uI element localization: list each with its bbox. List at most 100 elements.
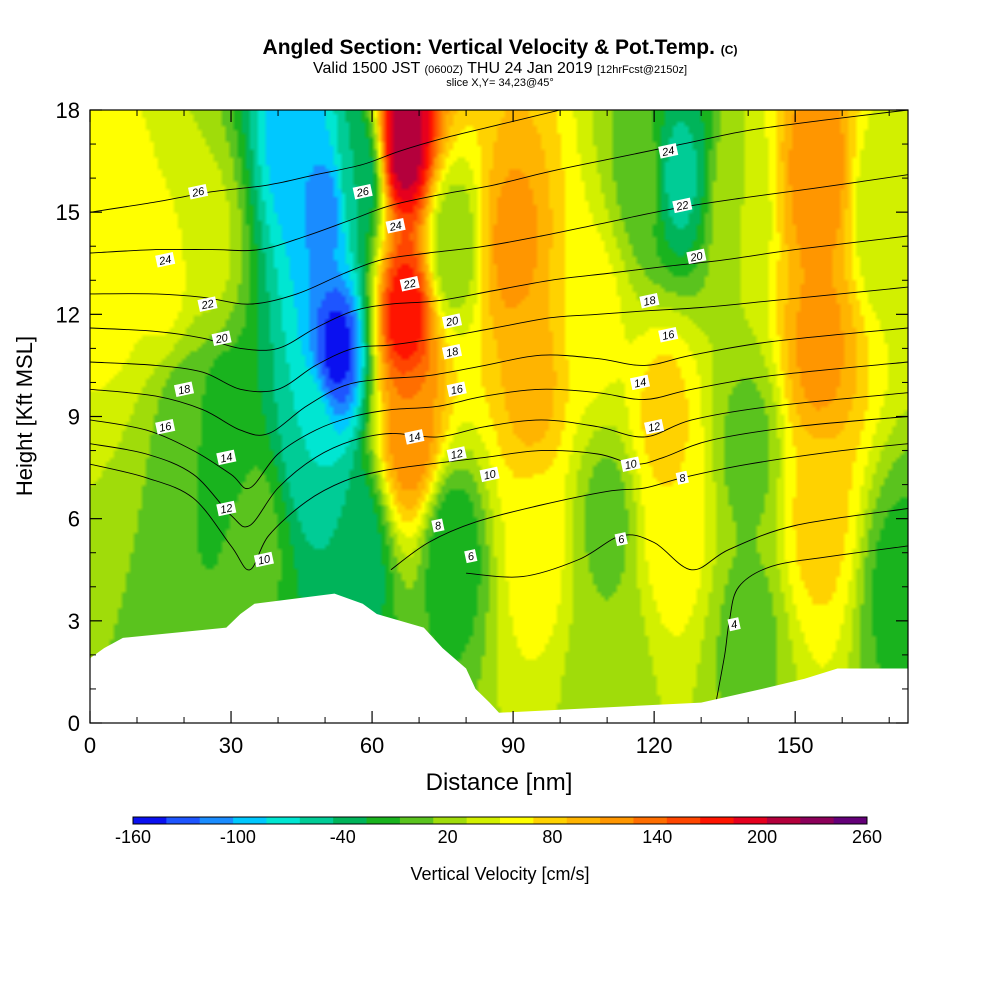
colorbar-swatch bbox=[700, 817, 735, 824]
contour-label-text: 10 bbox=[257, 553, 272, 567]
y-axis-label: Height [Kft MSL] bbox=[12, 336, 37, 496]
contour-label: 14 bbox=[629, 374, 651, 391]
colorbar-swatch bbox=[533, 817, 568, 824]
contour-label: 4 bbox=[727, 617, 741, 632]
y-tick-label: 0 bbox=[68, 711, 80, 736]
colorbar-swatch bbox=[566, 817, 601, 824]
contour-label: 12 bbox=[446, 446, 467, 462]
contour-label: 22 bbox=[672, 197, 693, 214]
contour-label-text: 18 bbox=[177, 383, 192, 397]
x-tick-label: 30 bbox=[219, 733, 243, 758]
colorbar-tick-label: -100 bbox=[220, 827, 256, 847]
contour-label: 24 bbox=[658, 143, 679, 159]
y-tick-label: 12 bbox=[56, 302, 80, 327]
x-tick-label: 90 bbox=[501, 733, 525, 758]
theta-contour-8 bbox=[390, 443, 908, 571]
colorbar-swatch bbox=[333, 817, 368, 824]
contour-label-text: 6 bbox=[467, 550, 476, 563]
contour-label-text: 8 bbox=[678, 472, 687, 485]
colorbar: -160 -100 -40 20 80 140 200 260 bbox=[115, 816, 882, 847]
y-tick-label: 9 bbox=[68, 405, 80, 430]
contour-label-text: 22 bbox=[199, 298, 214, 312]
contour-label: 18 bbox=[639, 292, 660, 309]
contour-label: 14 bbox=[404, 429, 425, 445]
contour-label: 26 bbox=[188, 183, 209, 200]
contour-label-text: 14 bbox=[219, 451, 233, 465]
contour-label: 24 bbox=[155, 252, 176, 268]
colorbar-swatch bbox=[666, 817, 701, 824]
contour-label-text: 10 bbox=[483, 468, 498, 482]
vertical-velocity-field bbox=[90, 110, 908, 723]
x-axis-label: Distance [nm] bbox=[426, 769, 573, 796]
contour-label: 8 bbox=[675, 470, 689, 485]
contour-label: 8 bbox=[431, 518, 445, 533]
colorbar-tick-label: 260 bbox=[852, 827, 882, 847]
x-tick-label: 150 bbox=[777, 733, 814, 758]
colorbar-label: Vertical Velocity [cm/s] bbox=[410, 864, 589, 884]
y-tick-label: 6 bbox=[68, 507, 80, 532]
colorbar-tick-label: 140 bbox=[642, 827, 672, 847]
chart-subtitle: Valid 1500 JST (0600Z) THU 24 Jan 2019 [… bbox=[312, 60, 688, 77]
colorbar-swatch bbox=[233, 817, 267, 824]
contour-label-text: 18 bbox=[642, 294, 657, 308]
slice-info: slice X,Y= 34,23@45° bbox=[446, 77, 554, 89]
colorbar-swatch bbox=[733, 817, 768, 824]
colorbar-tick-label: -160 bbox=[115, 827, 151, 847]
contour-label: 26 bbox=[352, 183, 373, 200]
theta-contour-16 bbox=[90, 327, 908, 436]
colorbar-tick-label: -40 bbox=[330, 827, 356, 847]
colorbar-swatch bbox=[399, 817, 434, 824]
colorbar-swatch bbox=[166, 817, 201, 824]
colorbar-tick-label: 20 bbox=[438, 827, 458, 847]
contour-label-text: 4 bbox=[730, 619, 738, 632]
contour-label-text: 16 bbox=[450, 383, 465, 397]
colorbar-swatch bbox=[366, 817, 401, 824]
x-tick-label: 60 bbox=[360, 733, 384, 758]
theta-contour-14 bbox=[90, 361, 908, 490]
contour-label: 20 bbox=[441, 313, 463, 329]
contour-label: 14 bbox=[216, 449, 237, 466]
colorbar-swatch bbox=[299, 817, 334, 824]
contour-label-text: 12 bbox=[647, 421, 661, 435]
axis-ticks: 0 30 60 90 120 150 0 3 6 9 12 15 18 bbox=[56, 98, 908, 758]
contour-label-text: 24 bbox=[660, 145, 675, 159]
x-tick-label: 0 bbox=[84, 733, 96, 758]
colorbar-swatch bbox=[133, 817, 167, 824]
contour-label-text: 22 bbox=[674, 199, 689, 213]
theta-contour-22 bbox=[90, 174, 908, 305]
colorbar-swatch bbox=[433, 817, 468, 824]
contour-label: 24 bbox=[385, 218, 406, 234]
contour-label-text: 12 bbox=[450, 448, 464, 462]
theta-contour-18 bbox=[90, 286, 908, 393]
contour-label-text: 8 bbox=[434, 520, 443, 533]
contour-label-text: 26 bbox=[190, 185, 206, 200]
colorbar-swatch bbox=[800, 817, 835, 824]
contour-label-text: 20 bbox=[214, 332, 230, 347]
contour-label-text: 14 bbox=[633, 376, 647, 390]
contour-label: 10 bbox=[479, 466, 500, 483]
theta-contour-26 bbox=[90, 110, 561, 213]
x-tick-label: 120 bbox=[636, 733, 673, 758]
contour-label: 22 bbox=[197, 296, 218, 312]
contour-label: 10 bbox=[620, 456, 641, 472]
colorbar-swatch bbox=[199, 817, 234, 824]
chart-title: Angled Section: Vertical Velocity & Pot.… bbox=[262, 36, 738, 59]
y-tick-label: 3 bbox=[68, 609, 80, 634]
contour-label-text: 26 bbox=[355, 185, 371, 200]
theta-contour-6 bbox=[466, 508, 908, 578]
contour-label-text: 6 bbox=[617, 533, 626, 546]
contour-label: 6 bbox=[614, 532, 628, 547]
colorbar-swatch bbox=[600, 817, 634, 824]
contour-label: 12 bbox=[644, 418, 665, 435]
terrain bbox=[90, 593, 908, 723]
contour-label: 20 bbox=[211, 330, 232, 347]
contour-label-text: 24 bbox=[388, 220, 403, 234]
contour-label-text: 20 bbox=[688, 250, 704, 265]
contour-label: 18 bbox=[441, 344, 463, 360]
contour-label-text: 16 bbox=[661, 328, 676, 342]
contour-label: 18 bbox=[173, 381, 195, 397]
colorbar-swatch bbox=[500, 817, 534, 824]
contour-label: 12 bbox=[216, 500, 237, 517]
